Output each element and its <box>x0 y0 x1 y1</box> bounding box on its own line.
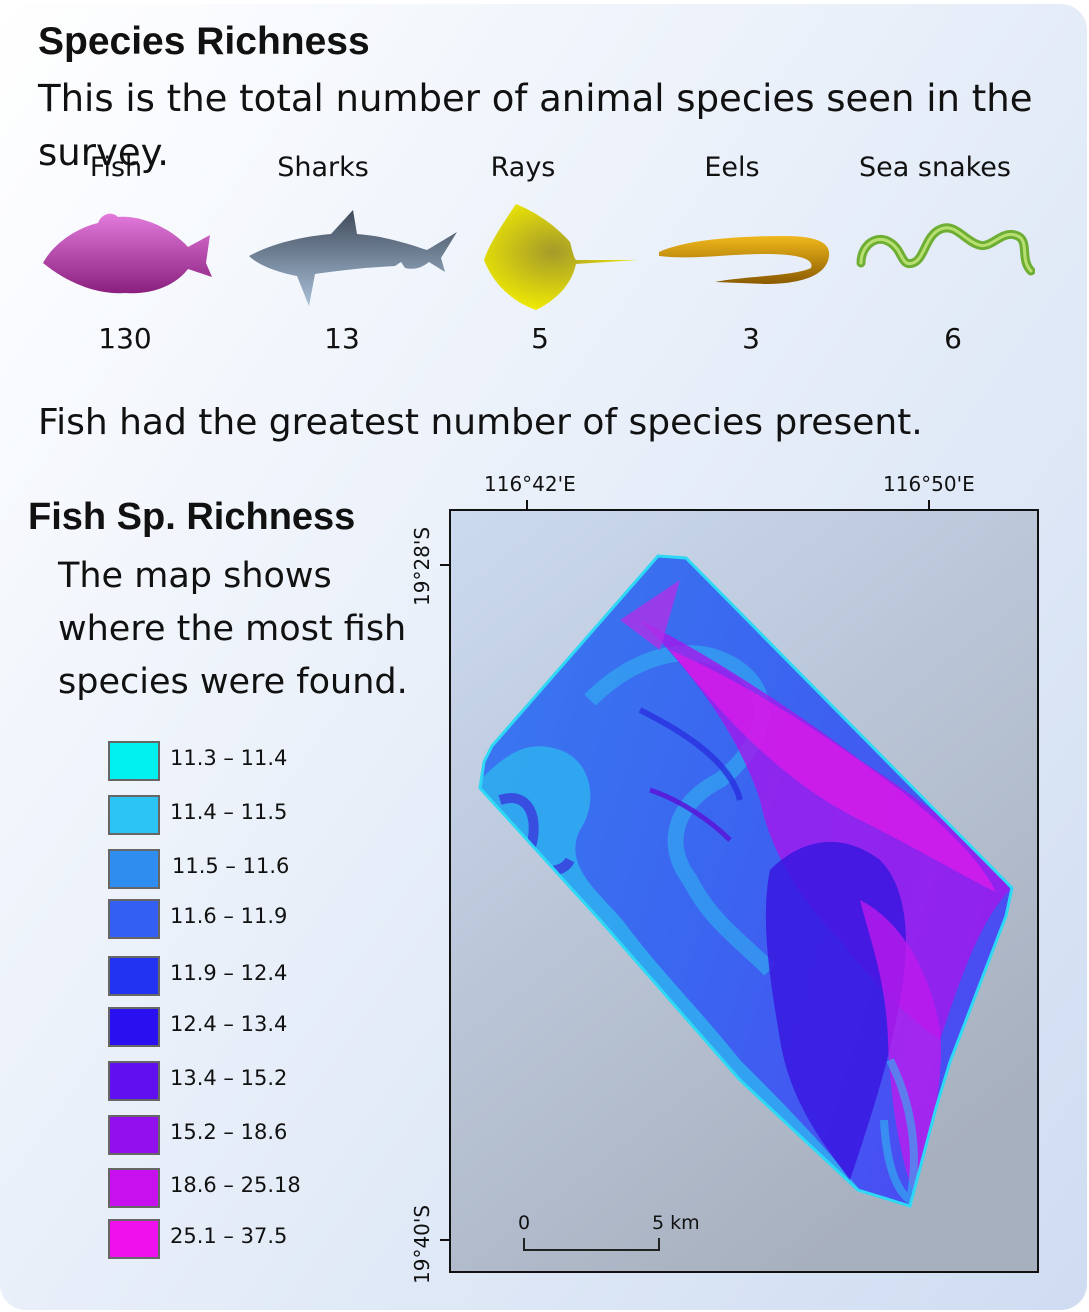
legend-swatch <box>108 956 160 996</box>
longitude-label-west: 116°42'E <box>484 472 576 496</box>
legend-label: 11.4 – 11.5 <box>170 800 288 824</box>
scale-bar-start: 0 <box>518 1212 531 1234</box>
longitude-label-east: 116°50'E <box>883 472 975 496</box>
sea-snake-icon <box>856 223 1035 276</box>
legend-swatch <box>108 899 160 939</box>
legend-label: 13.4 – 15.2 <box>170 1066 288 1090</box>
group-count-sea-snakes: 6 <box>944 322 962 355</box>
legend-label: 11.3 – 11.4 <box>170 746 288 770</box>
page-title: Species Richness <box>38 20 370 63</box>
latitude-label-north: 19°28'S <box>410 526 434 606</box>
legend-swatch <box>108 1061 160 1101</box>
shark-icon <box>249 210 457 306</box>
ray-icon <box>484 204 638 310</box>
richness-map <box>440 500 1039 1273</box>
group-count-sharks: 13 <box>324 322 360 355</box>
legend-label: 11.9 – 12.4 <box>170 961 288 985</box>
scale-bar-end: 5 km <box>652 1212 700 1234</box>
legend-swatch <box>108 1219 160 1259</box>
eel-icon <box>659 236 830 284</box>
legend-swatch <box>108 1168 160 1208</box>
legend-swatch <box>108 1115 160 1155</box>
group-count-fish: 130 <box>98 322 152 355</box>
group-count-rays: 5 <box>531 322 549 355</box>
group-label-eels: Eels <box>704 152 760 183</box>
fish-icon <box>43 213 212 294</box>
latitude-label-south: 19°40'S <box>410 1204 434 1284</box>
legend-label: 25.1 – 37.5 <box>170 1224 288 1248</box>
legend-swatch <box>108 795 160 835</box>
legend-label: 15.2 – 18.6 <box>170 1120 288 1144</box>
legend-swatch <box>108 741 160 781</box>
legend-label: 11.5 – 11.6 <box>172 854 290 878</box>
group-label-fish: Fish <box>89 152 143 183</box>
group-count-eels: 3 <box>742 322 760 355</box>
page-description: This is the total number of animal speci… <box>38 77 1033 174</box>
legend-swatch <box>108 849 160 889</box>
group-label-sharks: Sharks <box>277 152 369 183</box>
group-label-sea-snakes: Sea snakes <box>859 152 1011 183</box>
map-title: Fish Sp. Richness <box>28 496 356 538</box>
legend-label: 12.4 – 13.4 <box>170 1012 288 1036</box>
legend-label: 11.6 – 11.9 <box>170 904 288 928</box>
summary-text: Fish had the greatest number of species … <box>38 402 923 443</box>
legend-swatch <box>108 1007 160 1047</box>
group-label-rays: Rays <box>490 152 556 183</box>
scale-bar <box>523 1238 660 1251</box>
survey-outline <box>478 554 1014 1208</box>
map-description: The map shows where the most fish specie… <box>58 556 408 702</box>
legend-label: 18.6 – 25.18 <box>170 1173 301 1197</box>
